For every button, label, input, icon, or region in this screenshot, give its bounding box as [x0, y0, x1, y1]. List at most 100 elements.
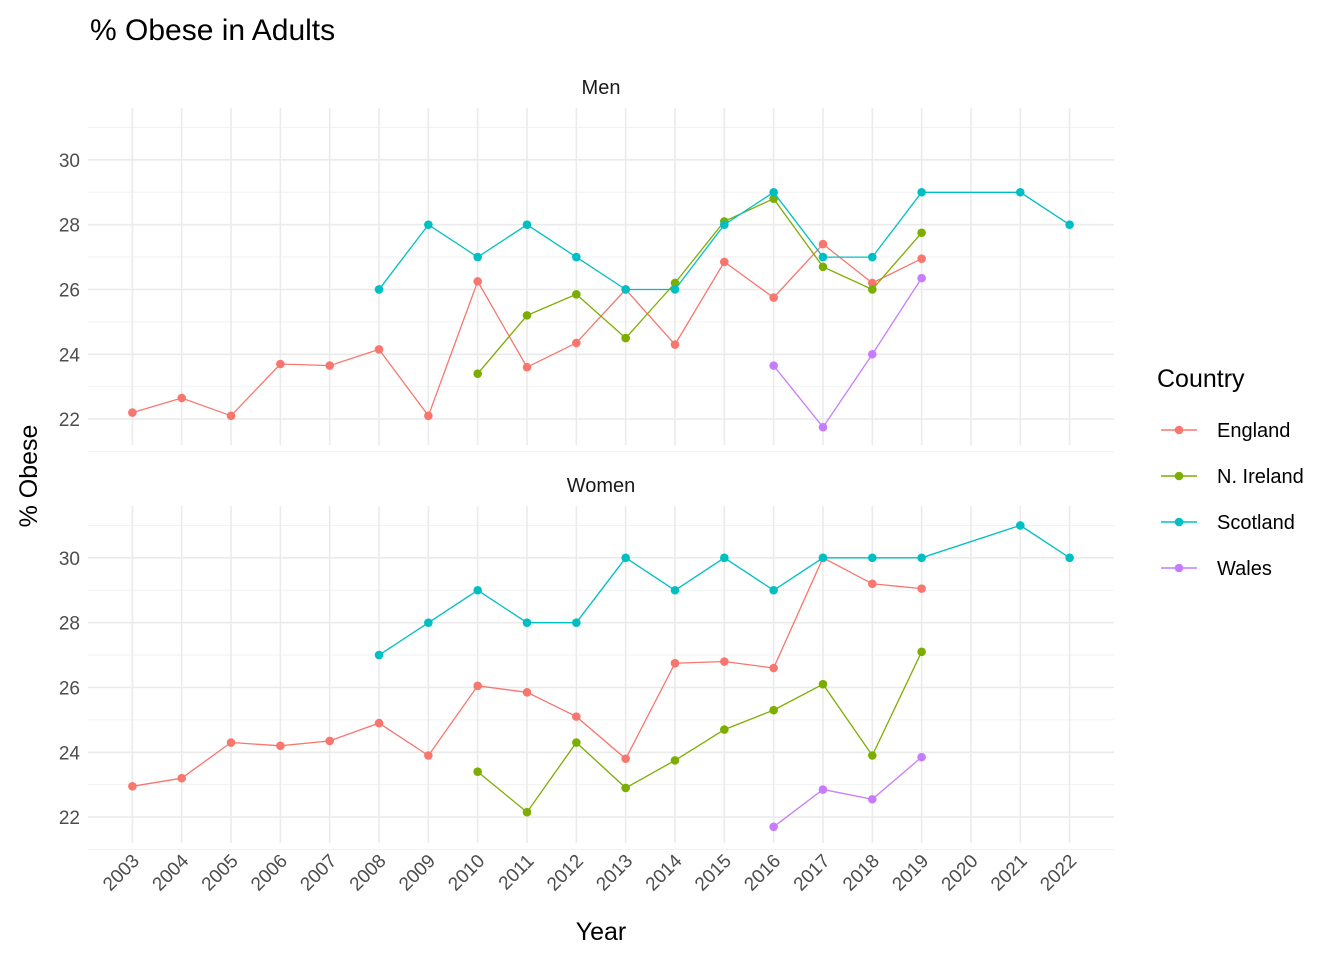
legend-key-point: [1174, 471, 1184, 481]
data-point: [572, 712, 581, 721]
legend-item: Scotland: [1161, 512, 1295, 534]
facet-label: Men: [582, 77, 621, 99]
x-tick-label: 2009: [395, 851, 440, 896]
data-point: [473, 277, 482, 286]
x-tick-label: 2013: [592, 851, 637, 896]
y-tick-label: 28: [59, 216, 80, 237]
x-tick-label: 2018: [839, 851, 884, 896]
data-point: [621, 783, 630, 793]
legend-title: Country: [1157, 365, 1245, 393]
data-point: [818, 422, 828, 432]
y-tick-label: 28: [59, 614, 80, 635]
y-axis-title: % Obese: [15, 425, 43, 528]
data-point: [226, 738, 236, 747]
data-point: [128, 781, 137, 791]
series-n-ireland: [473, 647, 926, 817]
data-point: [473, 252, 482, 262]
facet-panels: Men 22 24 26 28 30 Women 22 24 26 28 30: [59, 77, 1114, 850]
data-point: [621, 285, 630, 294]
data-point: [424, 411, 433, 421]
data-point: [374, 718, 384, 728]
data-point: [1065, 553, 1074, 563]
chart-title: % Obese in Adults: [90, 14, 335, 47]
data-point: [276, 359, 285, 369]
data-point: [818, 252, 828, 262]
data-point: [374, 345, 384, 354]
data-point: [720, 553, 729, 563]
data-point: [720, 220, 729, 229]
x-tick-label: 2005: [198, 851, 243, 896]
series-line: [477, 197, 923, 375]
legend-key-point: [1174, 563, 1184, 573]
data-point: [818, 679, 828, 689]
data-point: [325, 361, 335, 370]
data-point: [917, 254, 926, 263]
series-line: [378, 191, 1070, 291]
y-tick-label: 24: [59, 345, 81, 366]
data-point: [522, 220, 532, 229]
data-point: [670, 285, 680, 294]
data-point: [917, 553, 926, 563]
series-n-ireland: [473, 194, 926, 379]
x-tick-label: 2020: [938, 851, 983, 896]
series-scotland: [374, 187, 1074, 294]
data-point: [720, 657, 729, 666]
y-tick-label: 30: [59, 549, 80, 570]
legend-key-point: [1174, 425, 1184, 435]
data-point: [226, 411, 236, 421]
data-point: [572, 290, 581, 299]
data-point: [769, 585, 778, 595]
y-tick-label: 22: [59, 410, 80, 431]
panel-women: Women 22 24 26 28 30: [59, 475, 1114, 850]
data-point: [867, 794, 877, 804]
data-point: [867, 579, 877, 589]
x-tick-label: 2006: [247, 851, 292, 896]
data-point: [670, 658, 680, 668]
data-point: [917, 647, 926, 657]
data-point: [374, 285, 384, 294]
x-tick-label: 2003: [99, 851, 144, 896]
legend-label: England: [1217, 420, 1290, 442]
x-tick-label: 2021: [987, 851, 1032, 896]
data-point: [473, 369, 482, 379]
legend-item: N. Ireland: [1161, 466, 1304, 488]
data-point: [867, 285, 877, 294]
data-point: [424, 618, 433, 627]
x-tick-label: 2016: [740, 851, 785, 896]
x-tick-label: 2007: [296, 851, 341, 896]
data-point: [769, 361, 778, 370]
data-point: [572, 252, 581, 262]
data-point: [670, 756, 680, 765]
data-point: [769, 187, 778, 197]
data-point: [769, 705, 778, 715]
data-point: [818, 262, 828, 272]
data-point: [1015, 187, 1025, 197]
data-point: [522, 688, 532, 697]
y-tick-label: 26: [59, 280, 80, 301]
data-point: [522, 311, 532, 320]
series-wales: [769, 273, 926, 432]
data-point: [276, 741, 285, 751]
data-point: [769, 194, 778, 204]
data-point: [572, 338, 581, 348]
x-tick-label: 2017: [790, 851, 835, 896]
y-tick-label: 30: [59, 151, 80, 172]
data-point: [621, 754, 630, 764]
facet-label: Women: [567, 475, 636, 497]
data-point: [867, 553, 877, 563]
data-point: [670, 278, 680, 288]
series-england: [128, 239, 926, 421]
data-point: [473, 585, 482, 595]
x-axis-ticks: 2003 2004 2005 2006 2007 2008 2009 2010 2011 2012…: [99, 850, 1081, 895]
data-point: [917, 584, 926, 593]
legend: Country England N. Ireland Scotland Wales: [1157, 365, 1304, 580]
data-point: [769, 663, 778, 673]
y-tick-label: 24: [59, 743, 81, 764]
data-point: [917, 187, 926, 197]
y-tick-label: 26: [59, 678, 80, 699]
data-point: [720, 725, 729, 734]
y-tick-label: 22: [59, 808, 80, 829]
legend-item: England: [1161, 420, 1290, 442]
data-point: [572, 738, 581, 747]
